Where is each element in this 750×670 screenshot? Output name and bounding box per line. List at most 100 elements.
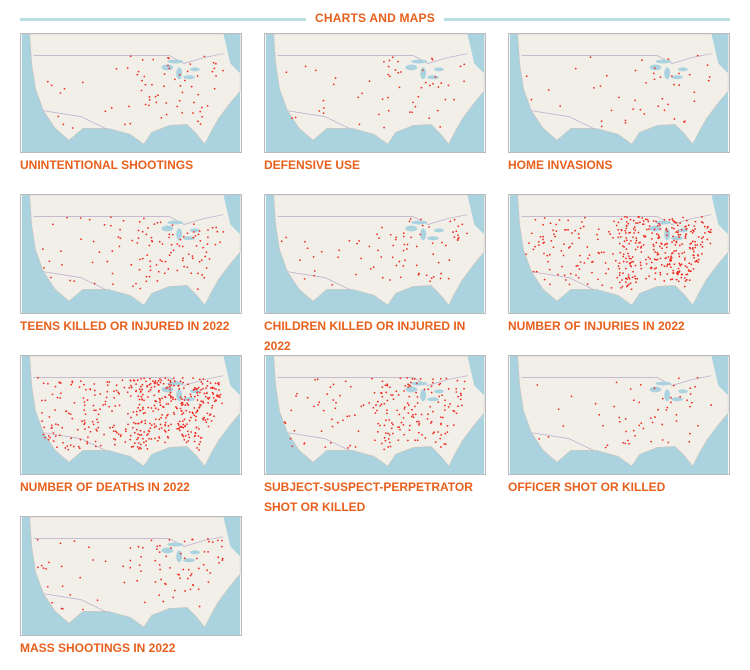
incident-dot [672,269,675,272]
incident-dot [440,423,442,426]
incident-dot [640,422,643,425]
incident-dot [138,446,141,449]
incident-dot [648,275,650,278]
incident-dot [407,412,410,414]
map-tile[interactable]: NUMBER OF INJURIES IN 2022 [508,194,730,336]
incident-dot [402,417,405,419]
lake [427,236,439,241]
incident-dot [618,281,621,284]
incident-dot [157,270,160,273]
incident-dot [326,393,329,396]
incident-dot [62,441,64,444]
incident-dot [431,58,434,61]
incident-dot [569,272,572,275]
incident-dot [618,274,621,277]
map-tile[interactable]: CHILDREN KILLED OR INJURED IN 2022 [264,194,486,356]
incident-dot [683,285,686,288]
lake [420,228,427,241]
incident-dot [179,425,182,428]
incident-dot [560,249,563,252]
incident-dot [618,271,621,274]
incident-dot [149,269,152,272]
incident-dot [461,223,464,226]
incident-dot [645,81,647,84]
incident-dot [449,403,452,405]
incident-dot [666,406,669,409]
incident-dot [182,381,185,384]
incident-dot [673,250,676,253]
incident-dot [381,380,384,383]
incident-dot [142,412,145,415]
map-tile[interactable]: MASS SHOOTINGS IN 2022 [20,516,242,658]
incident-dot [318,401,321,404]
incident-dot [657,408,659,411]
map-tile[interactable]: TEENS KILLED OR INJURED IN 2022 [20,194,242,336]
incident-dot [170,243,173,246]
incident-dot [388,59,391,62]
incident-dot [154,380,157,382]
incident-dot [183,387,185,389]
incident-dot [179,407,182,410]
incident-dot [627,222,630,225]
incident-dot [432,275,435,278]
incident-dot [420,86,423,89]
incident-dot [167,413,169,416]
incident-dot [211,391,214,394]
incident-dot [66,445,69,448]
incident-dot [684,233,687,236]
incident-dot [188,436,191,439]
incident-dot [158,397,161,400]
border [521,375,712,386]
incident-dot [432,378,434,381]
map-tile[interactable]: SUBJECT-SUSPECT-PERPETRATOR SHOT OR KILL… [264,355,486,517]
incident-dot [455,230,458,233]
border [531,432,594,451]
incident-dot [675,231,678,233]
incident-dot [69,279,71,282]
border [287,271,350,290]
incident-dot [432,410,434,413]
map-tile[interactable]: OFFICER SHOT OR KILLED [508,355,730,497]
incident-dot [164,424,166,426]
incident-dot [70,437,72,440]
incident-dot [432,381,434,384]
incident-dot [460,394,462,397]
incident-dot [129,55,132,58]
incident-dot [403,408,406,410]
lake [434,67,444,72]
incident-dot [694,244,697,246]
incident-dot [452,409,455,412]
incident-dot [153,423,156,425]
incident-dot [441,416,444,419]
incident-dot [160,379,163,382]
incident-dot [168,57,170,60]
incident-dot [542,235,544,238]
incident-dot [137,436,140,439]
incident-dot [626,239,628,242]
incident-dot [360,257,363,260]
map-tile[interactable]: HOME INVASIONS [508,33,730,175]
incident-dot [329,386,332,389]
incident-dot [434,441,437,444]
incident-dot [58,434,61,437]
incident-dot [338,249,341,252]
incident-dot [61,264,63,266]
incident-dot [204,419,207,421]
water [711,195,729,235]
incident-dot [178,73,181,76]
incident-dot [142,437,144,440]
map-tile[interactable]: DEFENSIVE USE [264,33,486,175]
incident-dot [212,397,215,399]
incident-dot [357,96,360,99]
map-tile[interactable]: NUMBER OF DEATHS IN 2022 [20,355,242,497]
map-tile[interactable]: UNINTENTIONAL SHOOTINGS [20,33,242,175]
incident-dot [136,579,139,582]
incident-dot [172,377,175,380]
incident-dot [444,399,446,402]
incident-dot [170,546,172,549]
incident-dot [396,409,399,412]
incident-dot [91,420,94,423]
lake [411,59,428,64]
incident-dot [634,229,637,232]
incident-dot [50,276,52,279]
